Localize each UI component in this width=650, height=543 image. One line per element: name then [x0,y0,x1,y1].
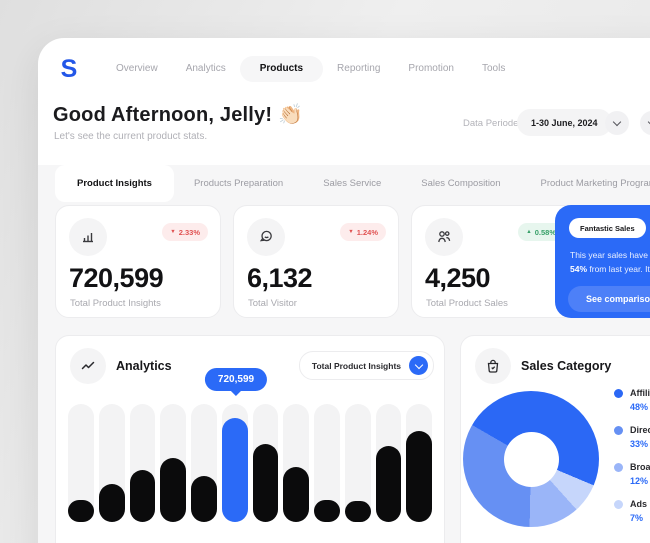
donut-chart [463,391,599,527]
line-chart-icon [70,348,106,384]
chart-bars-icon [69,218,107,256]
legend-value: 7% [630,513,644,523]
bar [252,444,279,522]
bar-column[interactable] [191,404,217,522]
promo-highlight: 54% [570,264,588,274]
stat-value: 4,250 [425,263,491,293]
legend-label: Ads [630,499,648,509]
sales-category-title: Sales Category [521,359,612,373]
stat-change-badge: ▼ 1.24% [340,223,386,241]
chevron-down-icon [409,356,428,375]
legend-value: 48% [630,402,649,412]
bar-column[interactable] [375,404,402,522]
trend-arrow-icon: ▼ [348,229,354,235]
bar-column[interactable] [221,404,248,522]
bar [160,458,186,522]
bar-column[interactable] [252,404,279,522]
legend-item: Ads 7% [614,499,650,523]
stat-change-badge: ▲ 0.58% [518,223,564,241]
nav-item-promotion[interactable]: Promotion [408,63,454,74]
legend-dot-icon [614,500,623,509]
sales-promo-card: Fantastic Sales This year sales have inc… [555,205,650,318]
stat-label: Total Visitor [248,298,297,309]
legend-item: Affiliate 48% [614,388,650,412]
stat-label: Total Product Insights [70,298,161,309]
dashboard-window: S Overview Analytics Products Reporting … [38,38,650,543]
stat-card-total-visitor: ▼ 1.24% 6,132 Total Visitor [233,205,399,318]
bar [191,475,217,522]
bar-highlighted [221,418,248,522]
bar-column[interactable] [344,404,371,522]
legend-label: Affiliate [630,388,650,398]
bar-column[interactable] [160,404,186,522]
legend-dot-icon [614,426,623,435]
donut-legend: Affiliate 48% Direct 33% Broadcast 12% Ads 7% [614,388,650,523]
bar [68,499,94,522]
chart-tooltip: 720,599 [204,368,268,391]
nav-item-reporting[interactable]: Reporting [337,63,381,74]
data-period-dropdown-button[interactable] [605,111,629,135]
section-tabs: Product Insights Products Preparation Sa… [55,165,650,202]
legend-value: 12% [630,476,649,486]
promo-text: This year sales have increased 54% from … [570,250,650,274]
nav-item-products[interactable]: Products [239,56,324,82]
stat-card-product-insights: ▼ 2.33% 720,599 Total Product Insights [55,205,221,318]
data-period-label: Data Periode [463,118,519,129]
bar [314,499,340,522]
legend-label: Broadcast [630,462,650,472]
tab-product-insights[interactable]: Product Insights [55,165,174,202]
legend-dot-icon [614,463,623,472]
bar-column[interactable] [129,404,156,522]
stat-label: Total Product Sales [426,298,508,309]
stat-value: 6,132 [247,263,313,293]
data-period-select[interactable]: 1-30 June, 2024 [517,109,612,136]
bar [406,431,432,522]
stat-value: 720,599 [69,263,164,293]
trend-arrow-icon: ▼ [170,229,176,235]
analytics-title: Analytics [116,359,172,373]
shopping-bag-icon [475,348,511,384]
bar [98,484,125,522]
page-title: Good Afternoon, Jelly! 👏🏻 [53,104,304,126]
legend-item: Broadcast 12% [614,462,650,486]
see-comparison-button[interactable]: See comparison [568,286,650,312]
nav-item-overview[interactable]: Overview [116,63,158,74]
bar-column[interactable] [98,404,125,522]
stat-card-product-sales: ▲ 0.58% 4,250 Total Product Sales [411,205,577,318]
top-nav: S Overview Analytics Products Reporting … [54,54,650,84]
legend-label: Direct [630,425,650,435]
bar [129,470,156,522]
filter-button-partial[interactable] [640,111,650,135]
stat-change-badge: ▼ 2.33% [162,223,208,241]
bar-column[interactable] [314,404,340,522]
analytics-metric-select[interactable]: Total Product Insights [298,351,434,380]
legend-value: 33% [630,439,649,449]
chevron-down-icon [612,117,622,127]
tab-sales-service[interactable]: Sales Service [323,178,382,189]
app-logo[interactable]: S [60,55,78,83]
nav-item-analytics[interactable]: Analytics [185,63,226,74]
sales-category-card: Sales Category Total Affiliate48%Direct3… [460,335,650,543]
donut-hole [503,431,559,487]
bar-column[interactable] [68,404,94,522]
legend-dot-icon [614,389,623,398]
bar-column[interactable] [283,404,309,522]
tab-products-preparation[interactable]: Products Preparation [193,178,284,189]
bar [344,500,371,522]
people-icon [425,218,463,256]
analytics-card: Analytics Total Product Insights 720,599 [55,335,445,543]
bar [283,466,309,522]
promo-badge: Fantastic Sales [569,218,646,238]
page-subtitle: Let's see the current product stats. [54,131,208,142]
trend-arrow-icon: ▲ [526,229,532,235]
bar [375,446,402,522]
visitor-icon [247,218,285,256]
tab-sales-composition[interactable]: Sales Composition [421,178,501,189]
nav-item-tools[interactable]: Tools [481,63,506,74]
bar-column[interactable] [406,404,432,522]
legend-item: Direct 33% [614,425,650,449]
tab-product-marketing-programs[interactable]: Product Marketing Programs [540,178,650,189]
bar-chart [68,404,432,522]
